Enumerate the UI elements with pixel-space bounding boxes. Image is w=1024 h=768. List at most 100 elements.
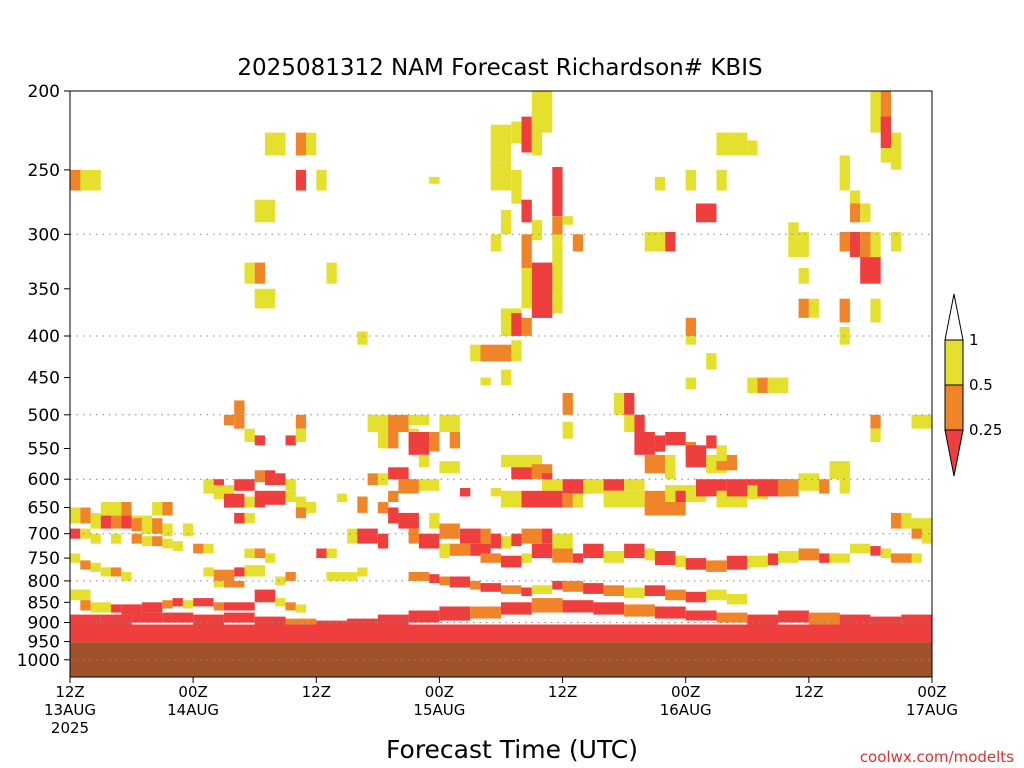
ri-cell-0-5-to-1	[911, 553, 922, 563]
ri-cell-below-0-25	[685, 591, 707, 603]
ri-cell-0-25-to-0-5	[295, 507, 307, 519]
ri-cell-below-0-25	[665, 231, 676, 252]
ri-cell-below-0-25	[275, 473, 286, 486]
ri-cell-0-5-to-1	[747, 140, 758, 156]
ri-cell-below-0-25	[408, 432, 430, 455]
ri-cell-below-0-25	[254, 589, 276, 603]
ri-cell-below-0-25	[511, 467, 532, 480]
ri-cell-below-0-25	[521, 587, 532, 597]
ri-cell-0-5-to-1	[326, 572, 358, 581]
ri-cell-below-0-25	[511, 313, 522, 336]
ri-cell-0-25-to-0-5	[398, 479, 419, 494]
ri-cell-below-0-25	[460, 528, 481, 544]
ri-cell-below-0-25	[870, 546, 881, 556]
ri-cell-0-5-to-1	[870, 91, 881, 133]
ri-cell-0-5-to-1	[70, 553, 81, 563]
ri-cell-0-25-to-0-5	[234, 400, 245, 415]
ri-cell-0-5-to-1	[418, 479, 440, 491]
ri-cell-below-0-25	[418, 533, 440, 549]
ri-cell-0-25-to-0-5	[870, 414, 881, 429]
ri-cell-0-5-to-1	[870, 298, 881, 323]
ri-cell-0-25-to-0-5	[295, 414, 307, 429]
ri-cell-0-5-to-1	[347, 528, 358, 544]
ri-cell-0-5-to-1	[336, 493, 348, 503]
ri-cell-0-25-to-0-5	[295, 132, 307, 156]
ri-cell-0-5-to-1	[665, 454, 676, 480]
ri-cell-0-5-to-1	[203, 567, 214, 577]
legend-below-0-25	[944, 429, 964, 477]
ri-cell-0-5-to-1	[798, 473, 820, 491]
ri-cell-0-25-to-0-5	[849, 203, 861, 223]
ri-cell-below-0-25	[552, 580, 563, 590]
x-tick-label: 14AUG	[167, 701, 219, 719]
ri-cell-below-0-25	[460, 488, 471, 497]
ri-cell-0-5-to-1	[80, 528, 91, 539]
ri-cell-0-25-to-0-5	[624, 604, 655, 617]
ri-cell-0-5-to-1	[377, 432, 389, 449]
legend-above-1	[944, 293, 964, 341]
ri-cell-below-0-25	[880, 116, 891, 148]
y-tick-label: 400	[28, 327, 60, 347]
ri-cell-below-0-25	[624, 392, 635, 415]
ri-cell-0-25-to-0-5	[521, 317, 532, 336]
ri-cell-0-5-to-1	[552, 234, 563, 294]
below-ground-surface	[70, 642, 932, 677]
ri-cell-0-25-to-0-5	[234, 414, 245, 429]
ri-cell-below-0-25	[696, 203, 717, 223]
ri-cell-0-25-to-0-5	[562, 392, 573, 415]
ri-cell-0-5-to-1	[624, 587, 645, 599]
ri-cell-0-25-to-0-5	[152, 536, 163, 547]
ri-cell-0-25-to-0-5	[254, 548, 265, 559]
ri-cell-0-25-to-0-5	[562, 493, 573, 508]
ri-cell-0-25-to-0-5	[285, 572, 296, 581]
y-tick-label: 500	[28, 406, 60, 426]
ri-cell-0-5-to-1	[716, 132, 748, 156]
ri-cell-0-5-to-1	[552, 293, 563, 314]
ri-cell-0-5-to-1	[521, 268, 532, 309]
ri-cell-0-5-to-1	[408, 414, 430, 426]
ri-cell-0-5-to-1	[644, 548, 655, 561]
ri-cell-below-0-25	[562, 600, 594, 613]
ri-cell-below-0-25	[131, 612, 163, 623]
ri-cell-below-0-25	[347, 618, 378, 629]
ri-cell-0-25-to-0-5	[778, 479, 799, 497]
ri-cell-below-0-25	[377, 533, 389, 549]
y-tick-label: 700	[28, 525, 60, 545]
ri-cell-0-5-to-1	[531, 121, 543, 156]
ri-cell-below-0-25	[521, 490, 563, 508]
ri-cell-below-0-25	[778, 610, 809, 623]
legend-threshold-label: 0.5	[969, 376, 993, 394]
chart-title: 2025081312 NAM Forecast Richardson# KBIS	[237, 55, 762, 81]
ri-cell-0-25-to-0-5	[213, 602, 224, 611]
ri-cell-0-5-to-1	[244, 548, 255, 559]
ri-cell-0-5-to-1	[880, 548, 891, 559]
ri-cell-0-5-to-1	[90, 533, 101, 544]
ri-cell-0-25-to-0-5	[819, 479, 830, 494]
ri-cell-below-0-25	[685, 610, 717, 621]
ri-cell-0-25-to-0-5	[357, 496, 368, 513]
ri-cell-0-5-to-1	[501, 454, 522, 468]
ri-cell-below-0-25	[819, 553, 830, 563]
ri-cell-below-0-25	[583, 543, 604, 559]
ri-cell-0-25-to-0-5	[223, 580, 245, 588]
legend-threshold-label: 0.25	[969, 421, 1002, 439]
ri-cell-0-25-to-0-5	[285, 618, 317, 627]
ri-cell-0-5-to-1	[295, 428, 307, 442]
ri-cell-below-0-25	[542, 528, 553, 544]
x-tick-label: 2025	[51, 719, 89, 737]
ri-cell-0-5-to-1	[501, 209, 512, 235]
ri-cell-0-25-to-0-5	[644, 454, 666, 474]
ri-cell-below-0-25	[860, 257, 881, 284]
y-tick-label: 850	[28, 593, 60, 613]
ri-cell-0-25-to-0-5	[439, 523, 460, 539]
ri-cell-0-25-to-0-5	[860, 231, 871, 258]
legend-0-5-to-1	[944, 339, 964, 386]
ri-cell-0-5-to-1	[470, 344, 481, 362]
ri-cell-0-25-to-0-5	[449, 432, 460, 449]
ri-cell-0-5-to-1	[829, 461, 850, 480]
ri-cell-0-25-to-0-5	[880, 91, 891, 133]
ri-cell-below-0-25	[572, 553, 584, 563]
plot-area	[69, 90, 933, 678]
ri-cell-below-0-25	[767, 553, 779, 566]
ri-cell-0-5-to-1	[654, 176, 666, 191]
